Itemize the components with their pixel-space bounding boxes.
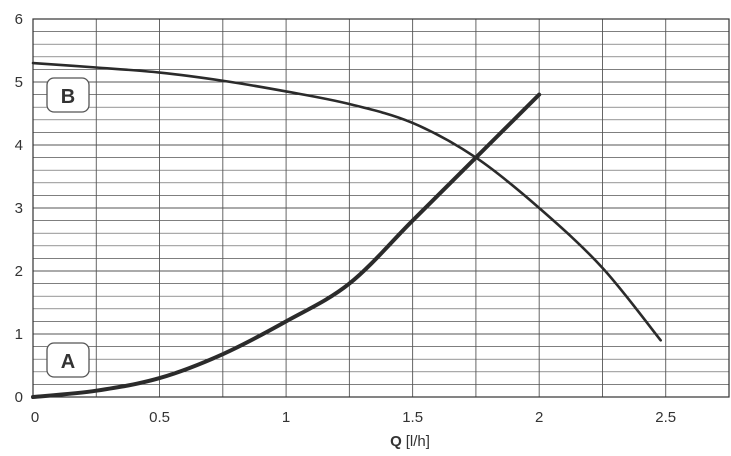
curve-label-box (46, 77, 90, 113)
y-tick-label: 6 (15, 11, 23, 28)
series-line-B (31, 61, 662, 342)
x-tick-label: 0 (31, 409, 39, 426)
y-tick-label: 5 (15, 74, 23, 91)
y-tick-label: 4 (15, 137, 23, 154)
x-tick-label: 1 (282, 409, 290, 426)
curve-labels: AB (46, 77, 90, 378)
x-tick-label: 0.5 (149, 409, 170, 426)
curve-label-box (46, 342, 90, 378)
y-tick-label: 0 (15, 389, 23, 406)
y-axis-ticks: 0 1 2 3 4 5 6 (15, 11, 23, 406)
curve-label-A: A (46, 342, 90, 378)
curves (31, 61, 662, 399)
plot-frame (32, 18, 730, 398)
x-axis-label: Q [l/h] (390, 433, 430, 450)
grid-lines (32, 18, 730, 398)
curve-label-text: B (61, 86, 75, 108)
y-tick-label: 1 (15, 326, 23, 343)
y-tick-label: 2 (15, 263, 23, 280)
x-axis-label-unit: [l/h] (406, 433, 430, 450)
curve-label-text: A (61, 351, 75, 373)
curve-label-B: B (46, 77, 90, 113)
y-tick-label: 3 (15, 200, 23, 217)
series-line-A (31, 92, 542, 399)
x-axis-label-symbol: Q (390, 433, 402, 450)
x-tick-label: 2.5 (655, 409, 676, 426)
x-tick-label: 2 (535, 409, 543, 426)
x-axis-ticks: 0 0.5 1 1.5 2 2.5 (31, 409, 676, 426)
x-tick-label: 1.5 (402, 409, 423, 426)
